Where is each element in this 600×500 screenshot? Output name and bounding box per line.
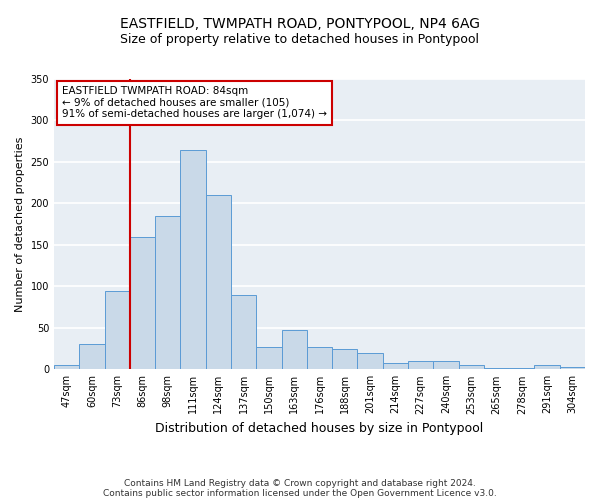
Bar (383, 364, 408, 370)
Bar (332, 348, 358, 370)
Bar (535, 365, 560, 370)
Bar (408, 361, 433, 370)
Bar (281, 330, 307, 370)
Text: Contains HM Land Registry data © Crown copyright and database right 2024.: Contains HM Land Registry data © Crown c… (124, 478, 476, 488)
Bar (206, 195, 231, 370)
Text: Size of property relative to detached houses in Pontypool: Size of property relative to detached ho… (121, 32, 479, 46)
Text: EASTFIELD, TWMPATH ROAD, PONTYPOOL, NP4 6AG: EASTFIELD, TWMPATH ROAD, PONTYPOOL, NP4 … (120, 18, 480, 32)
Y-axis label: Number of detached properties: Number of detached properties (15, 136, 25, 312)
Bar (509, 368, 535, 370)
Bar (307, 347, 332, 370)
Bar (560, 367, 585, 370)
Bar (79, 344, 104, 370)
Bar (256, 347, 281, 370)
Text: Contains public sector information licensed under the Open Government Licence v3: Contains public sector information licen… (103, 488, 497, 498)
X-axis label: Distribution of detached houses by size in Pontypool: Distribution of detached houses by size … (155, 422, 484, 435)
Bar (130, 236, 155, 370)
Bar (433, 361, 458, 370)
Bar (181, 150, 206, 370)
Bar (458, 365, 484, 370)
Bar (484, 368, 509, 370)
Bar (358, 352, 383, 370)
Text: EASTFIELD TWMPATH ROAD: 84sqm
← 9% of detached houses are smaller (105)
91% of s: EASTFIELD TWMPATH ROAD: 84sqm ← 9% of de… (62, 86, 327, 120)
Bar (104, 290, 130, 370)
Bar (54, 365, 79, 370)
Bar (231, 294, 256, 370)
Bar (155, 216, 181, 370)
